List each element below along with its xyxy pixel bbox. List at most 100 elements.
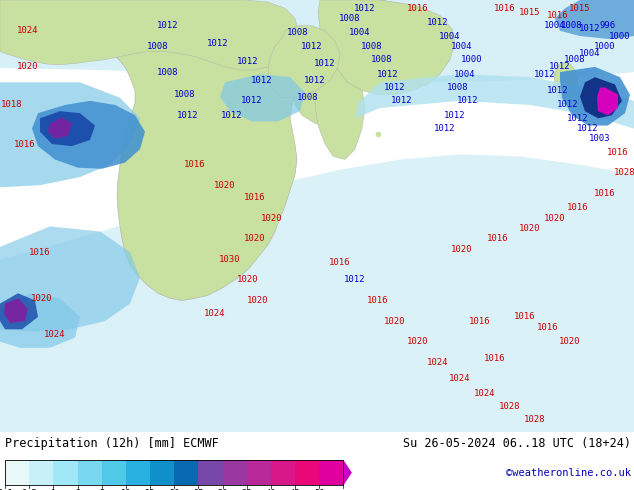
Text: 1020: 1020 [519, 224, 541, 233]
Text: 1016: 1016 [14, 140, 36, 148]
Text: ©weatheronline.co.uk: ©weatheronline.co.uk [506, 467, 631, 478]
Text: 45: 45 [290, 489, 301, 490]
Text: 1016: 1016 [495, 4, 515, 13]
Text: 1020: 1020 [247, 296, 269, 305]
Polygon shape [0, 293, 80, 348]
Text: 1020: 1020 [451, 245, 473, 253]
Text: 1012: 1012 [354, 4, 376, 13]
Text: 1012: 1012 [304, 76, 326, 85]
Text: 1012: 1012 [579, 24, 601, 33]
Polygon shape [4, 298, 28, 323]
Text: 1030: 1030 [219, 255, 241, 264]
Bar [5, 460, 29, 486]
Text: 1015: 1015 [519, 8, 541, 17]
Text: 1020: 1020 [244, 234, 266, 243]
Polygon shape [580, 77, 622, 119]
Text: 1008: 1008 [561, 21, 583, 30]
Text: 1016: 1016 [594, 189, 616, 198]
Text: 1012: 1012 [344, 275, 366, 284]
Text: Precipitation (12h) [mm] ECMWF: Precipitation (12h) [mm] ECMWF [5, 437, 219, 450]
Bar [29, 460, 53, 486]
Text: 1004: 1004 [579, 49, 601, 58]
Bar [126, 460, 150, 486]
Text: 1012: 1012 [207, 39, 229, 48]
Text: 1012: 1012 [157, 21, 179, 30]
Polygon shape [0, 82, 140, 187]
Polygon shape [290, 77, 348, 125]
Text: 1020: 1020 [261, 214, 283, 222]
Bar [223, 460, 247, 486]
Text: 1024: 1024 [204, 309, 226, 318]
Bar [320, 460, 344, 486]
Text: 2: 2 [75, 489, 80, 490]
Text: 1012: 1012 [567, 114, 589, 123]
Text: 1016: 1016 [514, 313, 536, 321]
Text: 1028: 1028 [614, 169, 634, 177]
Text: 1012: 1012 [547, 86, 569, 95]
Text: 1016: 1016 [488, 234, 508, 243]
Text: 1012: 1012 [242, 97, 262, 105]
Text: 1020: 1020 [237, 275, 259, 284]
Text: 50: 50 [314, 489, 325, 490]
Text: 1012: 1012 [434, 124, 456, 133]
Text: 1000: 1000 [609, 31, 631, 41]
Text: 0.5: 0.5 [22, 489, 37, 490]
Text: 1004: 1004 [454, 70, 476, 78]
Text: 1012: 1012 [221, 111, 243, 120]
Text: 1018: 1018 [1, 100, 23, 109]
Text: 1008: 1008 [447, 83, 469, 92]
Text: 1012: 1012 [457, 97, 479, 105]
Polygon shape [268, 25, 340, 98]
Text: 1012: 1012 [427, 18, 449, 27]
Bar [53, 460, 77, 486]
Text: 1008: 1008 [157, 68, 179, 76]
Text: 40: 40 [266, 489, 276, 490]
Text: 1016: 1016 [329, 258, 351, 267]
Text: 1012: 1012 [577, 124, 598, 133]
Text: 1012: 1012 [534, 70, 556, 78]
Text: 1020: 1020 [407, 337, 429, 346]
Text: 1028: 1028 [524, 416, 546, 424]
Bar [247, 460, 271, 486]
Text: 30: 30 [217, 489, 228, 490]
Text: 1008: 1008 [361, 42, 383, 51]
Bar [271, 460, 295, 486]
Text: 1012: 1012 [314, 59, 336, 68]
Polygon shape [560, 67, 630, 125]
Text: 1016: 1016 [29, 247, 51, 257]
Text: 1012: 1012 [251, 76, 273, 85]
Text: 1024: 1024 [17, 26, 39, 35]
Bar [295, 460, 320, 486]
Text: 1020: 1020 [559, 337, 581, 346]
Polygon shape [0, 0, 298, 70]
Text: 1024: 1024 [450, 374, 471, 383]
Text: 1020: 1020 [544, 214, 566, 222]
Polygon shape [0, 226, 140, 331]
Text: 1016: 1016 [244, 193, 266, 202]
Bar [101, 460, 126, 486]
Bar [150, 460, 174, 486]
Text: 1016: 1016 [469, 317, 491, 325]
Text: 1016: 1016 [607, 148, 629, 157]
Text: 1016: 1016 [484, 354, 506, 363]
Text: 15: 15 [145, 489, 155, 490]
Text: 1012: 1012 [237, 57, 259, 66]
Text: 1016: 1016 [367, 296, 389, 305]
Text: 1015: 1015 [569, 4, 591, 13]
Bar [198, 460, 223, 486]
Text: 1020: 1020 [384, 317, 406, 325]
Text: 20: 20 [169, 489, 179, 490]
Text: 1004: 1004 [544, 21, 566, 30]
Text: 1012: 1012 [301, 42, 323, 51]
Text: 1016: 1016 [407, 4, 429, 13]
Text: 25: 25 [193, 489, 204, 490]
Text: 1003: 1003 [589, 134, 611, 144]
Polygon shape [0, 0, 634, 82]
Polygon shape [355, 74, 634, 128]
Polygon shape [35, 0, 298, 300]
Text: 1012: 1012 [557, 100, 579, 109]
Text: 35: 35 [242, 489, 252, 490]
Text: 1008: 1008 [372, 55, 392, 64]
Text: 1004: 1004 [451, 42, 473, 51]
Text: 1008: 1008 [297, 93, 319, 102]
